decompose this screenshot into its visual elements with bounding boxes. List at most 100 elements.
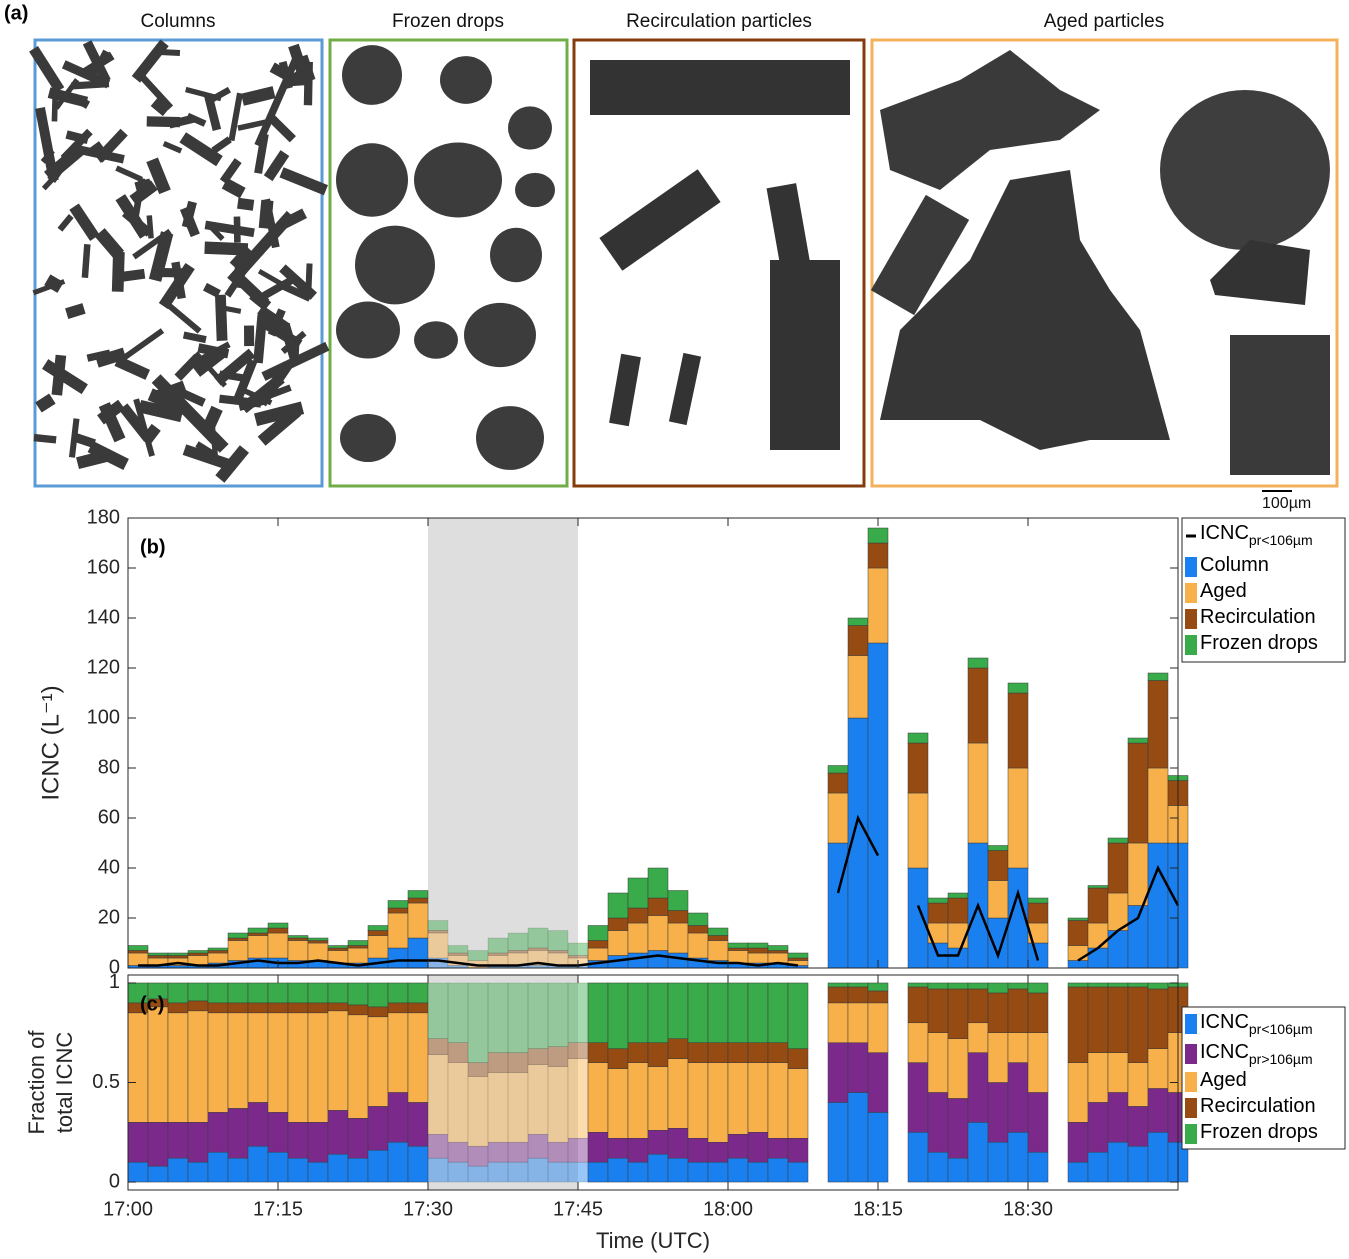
panel-title: Recirculation particles bbox=[626, 11, 812, 32]
bar-segment bbox=[527, 1157, 549, 1183]
particle-image bbox=[464, 302, 536, 368]
bar-segment bbox=[307, 1122, 329, 1163]
bar-segment bbox=[567, 1058, 589, 1139]
bar-segment bbox=[387, 1012, 409, 1093]
particle-image bbox=[187, 341, 231, 369]
bar-segment bbox=[487, 1072, 509, 1143]
particle-image bbox=[161, 298, 202, 334]
bar-segment bbox=[907, 742, 929, 794]
bar-segment bbox=[387, 907, 409, 914]
particle-image bbox=[253, 401, 305, 427]
x-tick-label: 17:45 bbox=[553, 1198, 603, 1220]
particle-image bbox=[219, 158, 242, 185]
columns-box bbox=[33, 38, 324, 488]
bar-segment bbox=[427, 1134, 449, 1159]
line bbox=[836, 814, 880, 894]
aged-box bbox=[870, 38, 1339, 488]
bar-segment bbox=[367, 1006, 389, 1018]
bar-segment bbox=[407, 890, 429, 899]
bar-segment bbox=[227, 1002, 249, 1014]
particle-image bbox=[214, 348, 256, 386]
bar-segment bbox=[1067, 945, 1089, 961]
bar-segment bbox=[387, 912, 409, 949]
plot-0: 0 20 40 60 80 100 120 140 160 180 (b) ICNC (L⁻¹) ICN… bbox=[37, 506, 1346, 978]
bar-segment bbox=[627, 1161, 649, 1183]
y-tick-label: 80 bbox=[98, 756, 120, 778]
bar-segment bbox=[387, 982, 409, 1004]
particle-image bbox=[237, 116, 279, 131]
bar-segment bbox=[827, 1002, 849, 1043]
legend-name: Frozen drops bbox=[1200, 632, 1318, 654]
particle-image bbox=[171, 385, 206, 407]
bar-segment bbox=[1067, 1122, 1089, 1163]
y-tick-label: 0.5 bbox=[92, 1071, 120, 1093]
bar-segment bbox=[1147, 1088, 1169, 1133]
bar-segment bbox=[207, 1012, 229, 1113]
bar-segment bbox=[647, 1042, 669, 1067]
bar-segment bbox=[907, 986, 929, 1024]
bar-segment bbox=[747, 1042, 769, 1063]
bar-segment bbox=[267, 1002, 289, 1014]
bar-segment bbox=[847, 617, 869, 626]
bar-segment bbox=[627, 982, 649, 1043]
bar-segment bbox=[627, 1042, 649, 1063]
bar-segment bbox=[327, 1010, 349, 1111]
bar-segment bbox=[567, 1137, 589, 1163]
particle-image bbox=[590, 60, 850, 115]
y-axis-label: ICNC (L⁻¹) bbox=[37, 685, 64, 800]
highlight-band bbox=[428, 975, 578, 1190]
particle-image bbox=[120, 268, 146, 282]
bar-segment bbox=[827, 1042, 849, 1103]
bar-segment bbox=[407, 897, 429, 904]
particle-image bbox=[508, 106, 552, 150]
particle-image bbox=[301, 54, 316, 81]
particle-image bbox=[114, 355, 151, 380]
bar-segment bbox=[367, 1106, 389, 1151]
particle-image bbox=[263, 150, 290, 182]
bar-segment bbox=[307, 1002, 329, 1014]
bar-segment bbox=[967, 667, 989, 744]
bar-segment bbox=[1027, 1032, 1049, 1093]
bar-segment bbox=[287, 982, 309, 1004]
bar-segment bbox=[687, 912, 709, 926]
bar-segment bbox=[1127, 982, 1149, 988]
bar-segment bbox=[1067, 986, 1089, 1063]
bar-segment bbox=[667, 952, 689, 969]
bar-segment bbox=[727, 982, 749, 1043]
bar-segment bbox=[1027, 982, 1049, 994]
bar-segment bbox=[387, 1002, 409, 1014]
particle-image bbox=[134, 178, 152, 191]
bar-segment bbox=[147, 952, 169, 956]
particle-image bbox=[47, 87, 89, 108]
bar-segment bbox=[1147, 1048, 1169, 1089]
bar-segment bbox=[707, 940, 729, 961]
particle-image bbox=[1160, 90, 1330, 250]
bar-segment bbox=[1147, 672, 1169, 681]
bar-segment bbox=[607, 917, 629, 931]
particle-image bbox=[340, 413, 396, 463]
bar-segment bbox=[227, 937, 249, 941]
particle-image bbox=[240, 86, 276, 106]
bar-segment bbox=[427, 1054, 449, 1135]
bar-segment bbox=[387, 900, 409, 909]
bar-segment bbox=[347, 1118, 369, 1159]
bar-segment bbox=[487, 937, 509, 954]
plot-1: 0 0.5 1 17:00 17:15 17:30 17:45 18:00 18:15 18:30… bbox=[24, 971, 1346, 1253]
particle-image bbox=[82, 40, 111, 84]
bar-segment bbox=[1107, 1052, 1129, 1093]
bar-segment bbox=[1067, 920, 1089, 946]
legend-swatch bbox=[1185, 609, 1197, 629]
particle-image bbox=[94, 228, 125, 260]
particle-image bbox=[33, 433, 57, 444]
bar-segment bbox=[527, 927, 549, 949]
bar-segment bbox=[987, 850, 1009, 881]
bar-segment bbox=[147, 1122, 169, 1167]
bar-segment bbox=[467, 1145, 489, 1167]
particle-image bbox=[115, 165, 143, 183]
bar-segment bbox=[227, 982, 249, 1004]
particle-image bbox=[218, 394, 262, 408]
bar-segment bbox=[447, 945, 469, 954]
bar-segment bbox=[267, 1112, 289, 1153]
bar-segment bbox=[547, 1141, 569, 1163]
bar-segment bbox=[567, 942, 589, 956]
